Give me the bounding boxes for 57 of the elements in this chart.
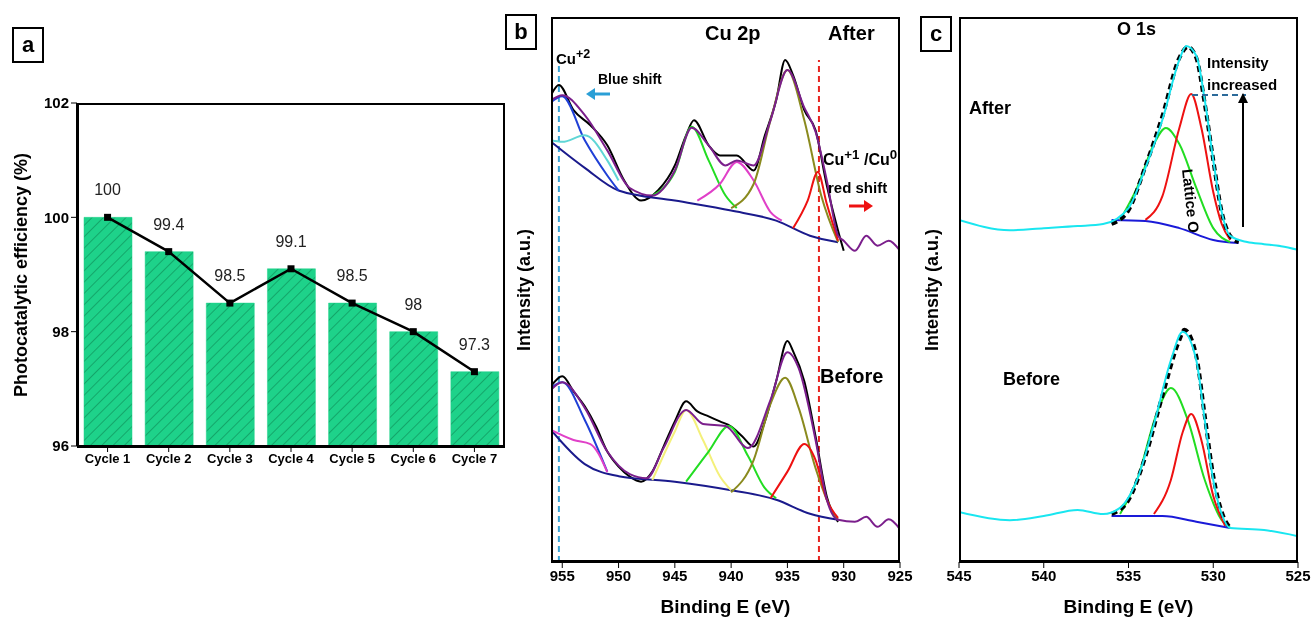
annotation: Intensity increased — [1207, 54, 1278, 93]
x-tick-label: Cycle 2 — [145, 451, 192, 467]
annotation: After — [969, 98, 1012, 118]
x-tick-label: Cycle 7 — [451, 451, 498, 467]
x-tick-label: 950 — [606, 566, 632, 584]
text: After — [828, 22, 875, 44]
point — [409, 328, 417, 336]
x-tick-label: 935 — [774, 566, 800, 584]
point — [470, 368, 478, 376]
y-axis-title: Intensity (a.u.) — [922, 228, 943, 352]
annotation: Lattice O — [1179, 168, 1203, 234]
data-label: 98 — [404, 295, 423, 313]
x-tick-label: 925 — [887, 566, 913, 584]
x-tick-label: 535 — [1115, 566, 1142, 584]
y-tick-label: 98 — [52, 322, 69, 340]
text: O 1s — [1117, 19, 1157, 39]
x-tick-label: Cycle 5 — [329, 451, 375, 467]
data-label: 99.4 — [153, 215, 185, 233]
data-label: 99.1 — [275, 232, 307, 250]
x-tick-label: 945 — [662, 566, 688, 584]
annotation: Before — [820, 365, 884, 387]
point — [165, 248, 173, 256]
annotation: Cu$^{+2}$ — [556, 47, 591, 67]
x-tick-label: 930 — [831, 566, 857, 584]
annotation: red shift — [828, 179, 888, 196]
data-label: 98.5 — [336, 267, 368, 285]
x-tick-label: 525 — [1285, 566, 1311, 584]
text: a — [21, 32, 35, 58]
y-tick-label: 96 — [52, 437, 69, 455]
x-tick-label: Cycle 6 — [390, 451, 437, 467]
point — [348, 299, 356, 307]
data-label: 98.5 — [214, 267, 246, 285]
x-tick-label: 955 — [549, 566, 575, 584]
x-axis-title: Binding E (eV) — [660, 595, 791, 617]
data-label: 97.3 — [458, 335, 491, 353]
x-tick-label: 540 — [1031, 566, 1057, 584]
data-label: 100 — [94, 181, 122, 199]
y-tick-label: 100 — [43, 208, 69, 226]
x-tick-label: Cycle 3 — [207, 451, 253, 467]
text: b — [514, 19, 528, 45]
y-tick-label: 102 — [43, 94, 69, 112]
x-tick-label: 530 — [1200, 566, 1226, 584]
annotation: Blue shift — [598, 71, 662, 87]
text: Cu 2p — [705, 22, 761, 44]
point — [226, 299, 234, 307]
x-tick-label: 940 — [718, 566, 744, 584]
x-tick-label: Cycle 1 — [84, 451, 131, 467]
text: c — [929, 21, 943, 47]
x-tick-label: Cycle 4 — [268, 451, 315, 467]
annotation: Cu$^{+1}$ /Cu$^{0}$ — [823, 147, 898, 169]
x-axis-title: Binding E (eV) — [1063, 595, 1194, 617]
annotation: Before — [1003, 369, 1061, 389]
x-tick-label: 545 — [946, 566, 972, 584]
point — [287, 265, 295, 273]
y-axis-title: Intensity (a.u.) — [514, 228, 535, 352]
point — [104, 213, 112, 221]
y-axis-title: Photocatalytic efficiency (%) — [11, 152, 32, 398]
